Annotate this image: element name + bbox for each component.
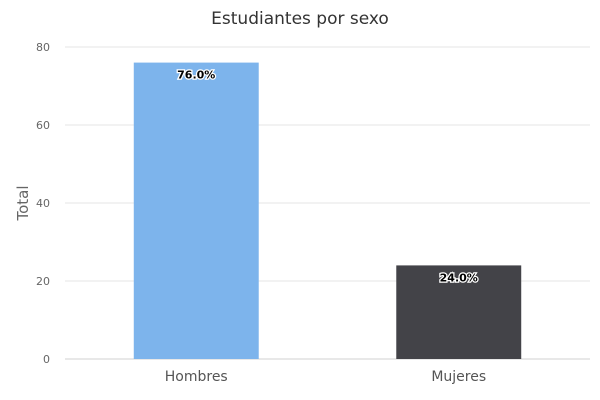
y-tick-label: 60 [36, 119, 50, 132]
y-tick-label: 0 [43, 353, 50, 366]
bar-hombres [133, 62, 259, 359]
bar-data-labels: 76.0% 24.0% [176, 67, 479, 285]
y-tick-label: 20 [36, 275, 50, 288]
chart-title: Estudiantes por sexo [211, 9, 389, 29]
y-axis-ticks: 0 20 40 60 80 [36, 41, 50, 366]
bar-mujeres [396, 265, 522, 359]
bars [133, 62, 522, 359]
data-label: 76.0% [177, 69, 215, 82]
x-axis-ticks: Hombres Mujeres [165, 369, 486, 385]
x-tick-label: Hombres [165, 369, 228, 385]
y-tick-label: 80 [36, 41, 50, 54]
y-axis-label: Total [14, 185, 32, 221]
data-label: 24.0% [440, 271, 478, 284]
y-tick-label: 40 [36, 197, 50, 210]
x-tick-label: Mujeres [431, 369, 486, 385]
